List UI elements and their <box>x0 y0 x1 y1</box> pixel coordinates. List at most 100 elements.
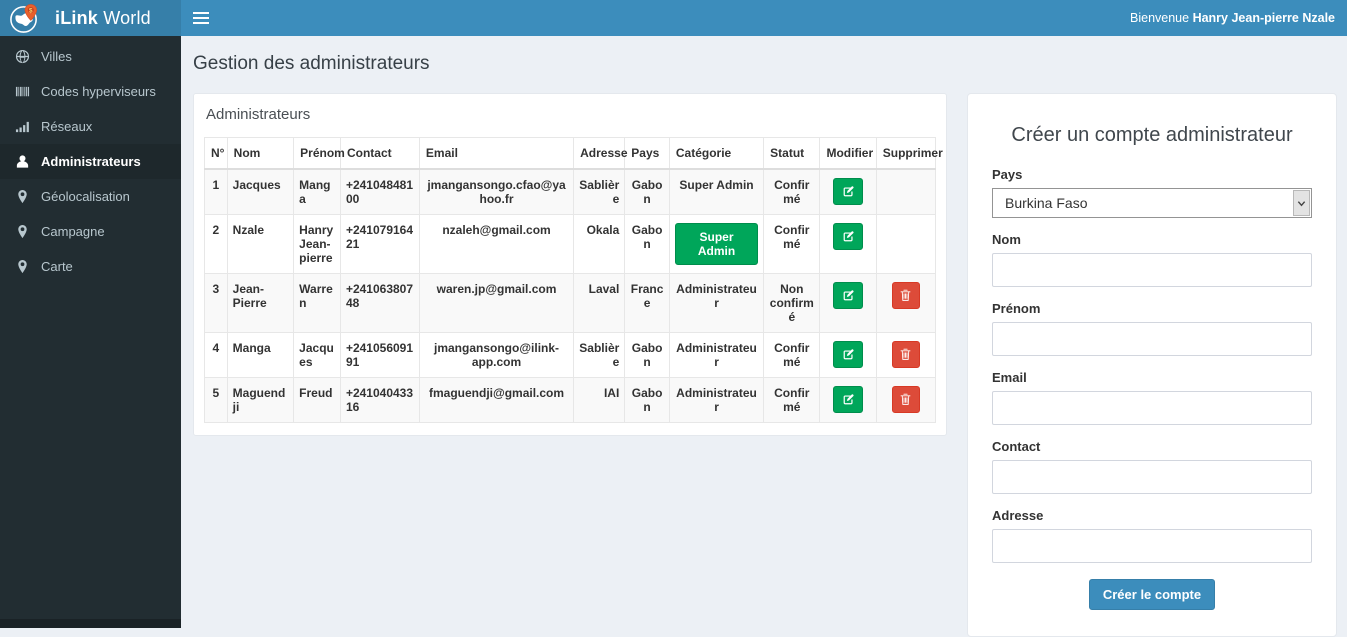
cell-adresse: IAI <box>573 377 626 423</box>
user-icon <box>16 155 29 168</box>
cell-num: 3 <box>204 273 228 333</box>
create-admin-card: Créer un compte administrateur Pays Burk… <box>967 93 1337 637</box>
cell-num: 2 <box>204 214 228 274</box>
create-account-button[interactable]: Créer le compte <box>1088 579 1216 610</box>
sidebar-item-villes[interactable]: Villes <box>0 39 181 74</box>
cell-contact: +24104043316 <box>339 377 420 423</box>
adresse-field[interactable] <box>992 529 1312 563</box>
table-row: 4 Manga Jacques +24105609191 jmangansong… <box>204 332 937 378</box>
globe-icon <box>15 49 30 64</box>
svg-text:$: $ <box>29 7 33 14</box>
cell-statut: Confirmé <box>763 168 821 215</box>
app-title-regular: World <box>98 7 151 28</box>
sidebar-item-label: Codes hyperviseurs <box>41 84 156 99</box>
trash-icon <box>900 393 911 405</box>
col-header-prenom: Prénom <box>293 137 345 170</box>
col-header-num: N° <box>204 137 228 170</box>
brand: $ iLink World <box>0 0 181 36</box>
user-name: Hanry Jean-pierre Nzale <box>1192 11 1335 25</box>
cell-supprimer-empty <box>875 168 937 215</box>
barcode-icon <box>15 86 30 97</box>
cell-num: 4 <box>204 332 228 378</box>
cell-pays: Gabon <box>624 214 670 274</box>
delete-button[interactable] <box>891 386 920 413</box>
cell-categorie: Super Admin <box>668 168 765 215</box>
cell-email: waren.jp@gmail.com <box>418 273 575 333</box>
chevron-down-icon <box>1293 190 1310 216</box>
cell-statut: Confirmé <box>763 377 821 423</box>
contact-field[interactable] <box>992 460 1312 494</box>
sidebar-item-reseaux[interactable]: Réseaux <box>0 109 181 144</box>
page-title: Gestion des administrateurs <box>193 53 430 74</box>
cell-statut: Confirmé <box>763 332 821 378</box>
edit-button[interactable] <box>833 341 864 368</box>
contact-label: Contact <box>992 439 1041 454</box>
col-header-adresse: Adresse <box>573 137 628 170</box>
delete-button[interactable] <box>891 341 920 368</box>
delete-button[interactable] <box>891 282 920 309</box>
nom-field[interactable] <box>992 253 1312 287</box>
cell-email: jmangansongo.cfao@yahoo.fr <box>418 168 575 215</box>
sidebar-item-administrateurs[interactable]: Administrateurs <box>0 144 181 179</box>
email-label: Email <box>992 370 1027 385</box>
super-admin-badge-button[interactable]: Super Admin <box>674 223 759 265</box>
edit-button[interactable] <box>833 282 864 309</box>
col-header-statut: Statut <box>763 137 821 170</box>
edit-button[interactable] <box>833 223 864 250</box>
cell-adresse: Okala <box>573 214 626 274</box>
table-row: 2 Nzale Hanry Jean-pierre +24107916421 n… <box>204 214 937 274</box>
cell-email: jmangansongo@ilink-app.com <box>418 332 575 378</box>
sidebar-item-label: Campagne <box>41 224 105 239</box>
map-marker-icon <box>18 224 27 239</box>
signal-bars-icon <box>15 121 29 133</box>
pencil-square-icon <box>843 290 854 301</box>
map-marker-icon <box>18 259 27 274</box>
prenom-label: Prénom <box>992 301 1041 316</box>
welcome-message: Bienvenue Hanry Jean-pierre Nzale <box>1130 11 1335 25</box>
pencil-square-icon <box>843 186 854 197</box>
table-row: 1 Jacques Manga +24104848100 jmangansong… <box>204 168 937 215</box>
cell-nom: Jacques <box>226 168 295 215</box>
sidebar-toggle-hamburger-icon[interactable] <box>181 0 221 36</box>
sidebar-item-label: Administrateurs <box>41 154 141 169</box>
sidebar-item-campagne[interactable]: Campagne <box>0 214 181 249</box>
cell-contact: +24104848100 <box>339 168 420 215</box>
cell-num: 1 <box>204 168 228 215</box>
cell-pays: Gabon <box>624 377 670 423</box>
cell-contact: +24107916421 <box>339 214 420 274</box>
edit-button[interactable] <box>833 386 864 413</box>
map-marker-icon <box>18 189 27 204</box>
pays-select[interactable]: Burkina Faso <box>992 188 1312 218</box>
cell-email: fmaguendji@gmail.com <box>418 377 575 423</box>
create-admin-title: Créer un compte administrateur <box>1011 124 1293 146</box>
col-header-modifier: Modifier <box>819 137 877 170</box>
cell-nom: Manga <box>226 332 295 378</box>
email-field[interactable] <box>992 391 1312 425</box>
sidebar-item-geolocalisation[interactable]: Géolocalisation <box>0 179 181 214</box>
cell-pays: Gabon <box>624 168 670 215</box>
trash-icon <box>900 289 911 301</box>
col-header-pays: Pays <box>624 137 670 170</box>
sidebar-item-label: Carte <box>41 259 73 274</box>
sidebar-item-carte[interactable]: Carte <box>0 249 181 284</box>
col-header-categorie: Catégorie <box>668 137 765 170</box>
cell-nom: Maguendji <box>226 377 295 423</box>
cell-pays: Gabon <box>624 332 670 378</box>
app-title-bold: iLink <box>55 7 99 28</box>
cell-categorie: Administrateur <box>668 332 765 378</box>
cell-num: 5 <box>204 377 228 423</box>
cell-supprimer-empty <box>875 214 937 274</box>
prenom-field[interactable] <box>992 322 1312 356</box>
col-header-nom: Nom <box>226 137 295 170</box>
pays-select-value: Burkina Faso <box>1005 195 1088 211</box>
edit-button[interactable] <box>833 178 864 205</box>
pays-label: Pays <box>992 167 1023 182</box>
app-title: iLink World <box>55 8 151 29</box>
cell-prenom: Hanry Jean-pierre <box>293 214 341 274</box>
cell-prenom: Jacques <box>293 332 341 378</box>
administrators-panel: Administrateurs N° Nom Prénom Contact <box>193 93 947 436</box>
cell-adresse: Sablière <box>573 168 626 215</box>
trash-icon <box>900 348 911 360</box>
cell-contact: +24105609191 <box>339 332 420 378</box>
sidebar-item-codes-hyperviseurs[interactable]: Codes hyperviseurs <box>0 74 181 109</box>
